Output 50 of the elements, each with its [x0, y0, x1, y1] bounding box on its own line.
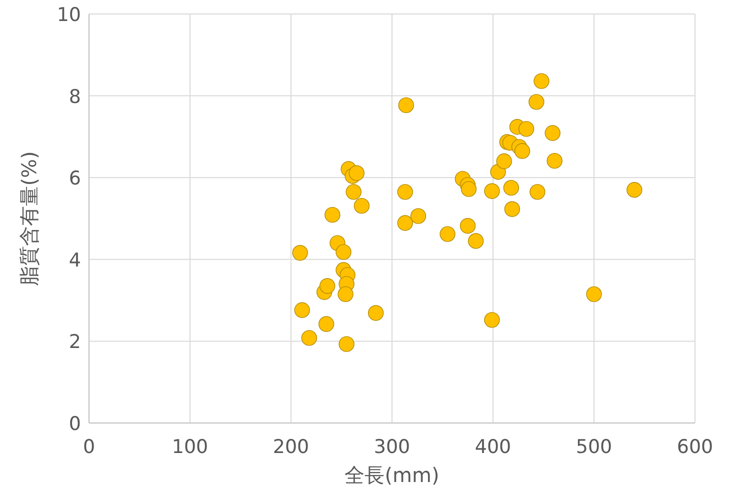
point [460, 181, 477, 197]
x-tick-label: 100 [172, 436, 208, 458]
point [294, 302, 310, 318]
point [626, 182, 642, 198]
point [397, 184, 413, 200]
point [336, 244, 352, 260]
point [528, 94, 544, 110]
point [398, 97, 414, 114]
y-tick-label: 2 [68, 331, 81, 354]
x-tick-label: 500 [576, 436, 612, 458]
point [318, 316, 334, 332]
point [338, 336, 354, 352]
point [320, 278, 336, 294]
point [504, 201, 520, 217]
point [544, 125, 560, 141]
point [546, 152, 562, 169]
x-axis-title: 全長(mm) [344, 463, 440, 487]
point [460, 218, 476, 234]
point [338, 286, 354, 302]
y-tick-label: 4 [68, 249, 81, 272]
y-tick-label: 8 [68, 86, 81, 108]
point [586, 286, 602, 302]
point [496, 153, 512, 170]
x-tick-label: 400 [474, 436, 512, 458]
y-tick-label: 6 [68, 168, 81, 190]
point [514, 143, 530, 159]
point [346, 184, 362, 200]
point [440, 226, 456, 242]
x-tick-label: 0 [82, 436, 96, 458]
point [518, 121, 534, 137]
x-tick-label: 200 [272, 436, 310, 458]
y-tick-label: 0 [68, 413, 81, 435]
x-tick-label: 600 [676, 436, 714, 458]
point [354, 198, 370, 214]
x-tick-label: 300 [374, 436, 410, 458]
point [530, 184, 546, 200]
point [484, 183, 500, 199]
point [534, 73, 550, 89]
point [301, 330, 318, 346]
point [397, 215, 413, 231]
point [468, 233, 484, 249]
point [292, 245, 308, 261]
point [484, 312, 500, 328]
point [410, 208, 426, 224]
point [503, 180, 520, 196]
point [348, 165, 364, 181]
point [324, 206, 340, 223]
point [368, 305, 384, 321]
y-axis-title: 脂質含有量(%) [17, 151, 41, 286]
y-tick-label: 10 [56, 4, 81, 26]
